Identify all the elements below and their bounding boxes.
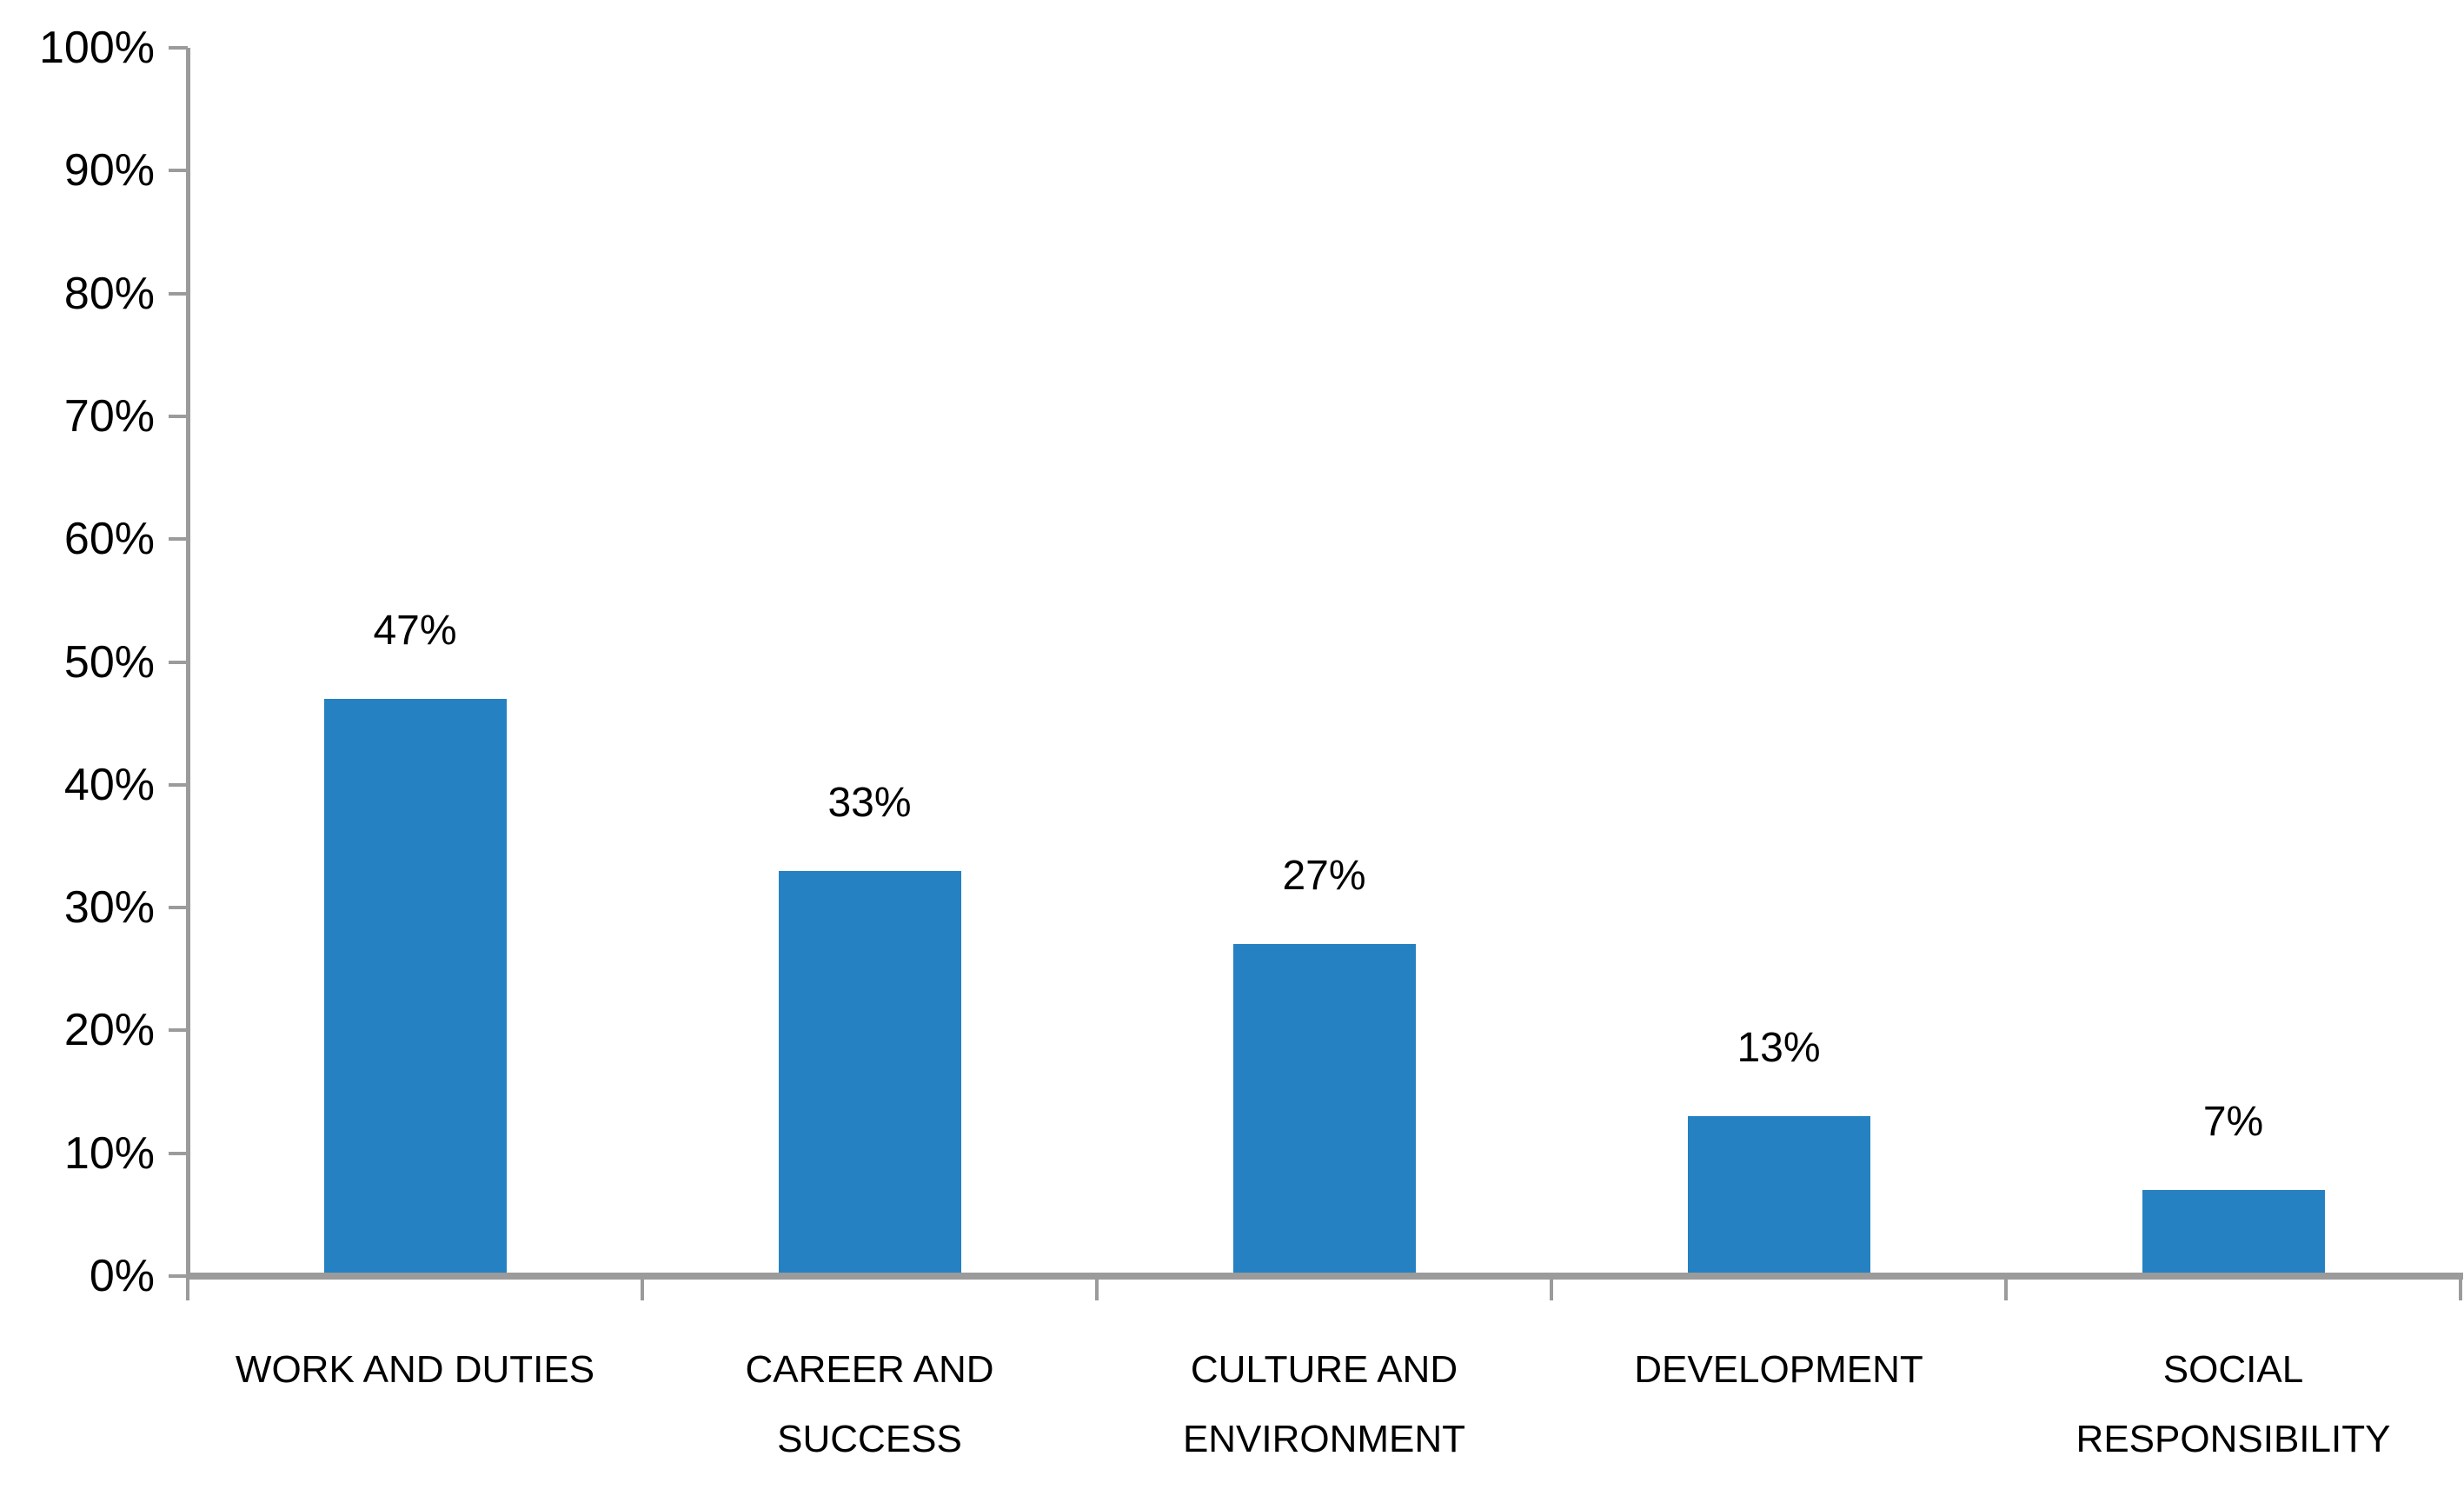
y-axis-tick — [169, 1028, 188, 1033]
y-axis-tick-label: 70% — [63, 390, 155, 442]
x-axis-category-label-text: WORK AND DUTIES — [235, 1348, 595, 1391]
x-axis-category-label-text: CAREER AND SUCCESS — [745, 1348, 994, 1460]
y-axis-tick — [169, 1274, 188, 1278]
y-axis-tick-label: 20% — [63, 1005, 155, 1056]
bar — [1687, 1116, 1870, 1276]
x-axis-category-label: CULTURE AND ENVIRONMENT — [1097, 1335, 1551, 1474]
y-axis-tick — [169, 414, 188, 418]
x-axis-category-label-text: SOCIAL RESPONSIBILITY — [2075, 1348, 2391, 1460]
y-axis-tick-label: 80% — [63, 268, 155, 319]
y-axis-tick — [169, 906, 188, 910]
bar-value-label: 27% — [1282, 853, 1366, 900]
y-axis-line — [186, 48, 190, 1280]
x-axis-category-label: SOCIAL RESPONSIBILITY — [2006, 1335, 2461, 1474]
y-axis-tick-label: 0% — [89, 1251, 155, 1301]
y-axis-tick-label: 10% — [63, 1127, 155, 1179]
x-axis-tick — [2459, 1280, 2462, 1300]
x-axis-category-label-text: CULTURE AND ENVIRONMENT — [1182, 1348, 1466, 1460]
y-axis-tick-label: 100% — [39, 23, 155, 73]
x-axis-tick — [1550, 1280, 1553, 1300]
y-axis-tick — [169, 291, 188, 296]
x-axis-category-label: WORK AND DUTIES — [188, 1335, 642, 1405]
x-axis-tick — [2004, 1280, 2008, 1300]
y-axis-tick — [169, 169, 188, 173]
x-axis-tick — [186, 1280, 189, 1300]
bar-value-label: 13% — [1737, 1025, 1821, 1072]
x-axis-line — [186, 1273, 2463, 1280]
bar-value-label: 7% — [2202, 1099, 2264, 1146]
x-axis-tick — [1095, 1280, 1099, 1300]
y-axis-tick-label: 30% — [63, 882, 155, 934]
x-axis-category-label: DEVELOPMENT — [1551, 1335, 2006, 1405]
x-axis-tick — [641, 1280, 644, 1300]
x-axis-category-label: CAREER AND SUCCESS — [642, 1335, 1097, 1474]
y-axis-tick-label: 50% — [63, 636, 155, 688]
bar-value-label: 33% — [827, 779, 912, 826]
bar — [2142, 1190, 2325, 1276]
y-axis-tick-label: 60% — [63, 514, 155, 565]
y-axis-tick — [169, 46, 188, 50]
bar — [323, 698, 507, 1276]
y-axis-tick — [169, 1151, 188, 1155]
y-axis-tick-label: 90% — [63, 145, 155, 196]
y-axis-tick — [169, 782, 188, 787]
y-axis-tick-label: 40% — [63, 759, 155, 810]
bar — [778, 870, 961, 1276]
x-axis-category-label-text: DEVELOPMENT — [1634, 1348, 1923, 1391]
y-axis-tick — [169, 537, 188, 542]
y-axis-tick — [169, 660, 188, 664]
bar-value-label: 47% — [373, 607, 457, 654]
bar — [1232, 944, 1416, 1276]
